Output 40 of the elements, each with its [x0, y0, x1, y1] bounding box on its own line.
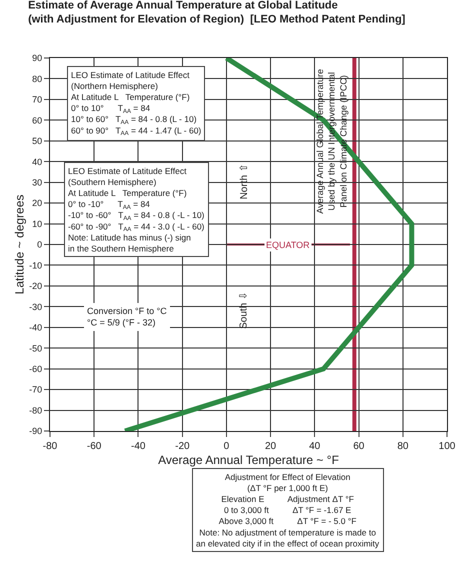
- y-tick-label: -40: [29, 322, 42, 333]
- x-tick-label: -60: [86, 441, 102, 452]
- x-axis-title: Average Annual Temperature ~ °F: [158, 452, 339, 467]
- y-tick-label: -20: [29, 281, 42, 292]
- y-tick-label: 70: [32, 94, 42, 105]
- text: LEO Estimate of Latitude Effect (Southern Hemisphere) At Latitude L Temperature (°F) 0° to -10° T$_{AA}$ = 84 -10° to -60° T$_{AA}$ = 84 - 0.8 ( -L - 10) -60° to -90° T$_{AA}$ = 44 - 3.0 ( -L - 60) Note: Latitude has minus (-) sign in the Southern Hemisphere: [68, 166, 204, 254]
- y-tick-label: 30: [32, 177, 42, 188]
- y-tick-label: 60: [32, 115, 42, 126]
- y-tick-label: -80: [29, 405, 42, 416]
- ref-line-label: EQUATOR: [266, 240, 310, 250]
- y-tick-label: -50: [29, 343, 42, 354]
- y-tick-label: 50: [32, 136, 42, 146]
- text: Adjustment for Effect of Elevation (ΔT °F per 1,000 ft E) Elevation E Adjustment ΔT °F 0 to 3,000 ft ΔT °F = -1.67 E Above 3,000 ft ΔT °F = - 5.0 °F Note: No adjustment of temperature is made to an elevated city if in the effect of ocean proximity: [196, 472, 380, 548]
- y-tick-label: 40: [32, 156, 42, 167]
- x-tick-label: -40: [130, 441, 146, 452]
- y-tick-label: -10: [29, 260, 42, 270]
- annotation: North ⇧: [238, 164, 250, 200]
- y-axis-title: Latitude ~ degrees: [12, 194, 26, 294]
- x-tick-label: 100: [438, 441, 456, 452]
- x-tick-label: -20: [175, 441, 190, 452]
- y-tick-label: 20: [32, 198, 42, 208]
- x-tick-label: 20: [264, 441, 277, 452]
- y-tick-label: 0: [37, 240, 42, 250]
- y-tick-label: -90: [29, 426, 42, 436]
- y-tick-label: -70: [29, 384, 42, 395]
- y-tick-label: 10: [32, 218, 42, 229]
- x-tick-label: 0: [224, 441, 230, 452]
- annotation: South ⇩: [238, 292, 250, 329]
- x-tick-label: 80: [397, 441, 409, 452]
- chart-title: Estimate of Average Annual Temperature at Global Latitude (with Adjustment for Elevation of Region) [LEO Method Patent Pending]: [28, 0, 406, 26]
- annotation: Conversion °F to °C °C = 5/9 (°F - 32): [87, 306, 168, 328]
- x-tick-label: -80: [42, 441, 58, 452]
- y-tick-label: -60: [29, 364, 42, 374]
- text: LEO Estimate of Latitude Effect (Northern Hemisphere) At Latitude L Temperature (°F) 0° to 10° T$_{AA}$ = 84 10° to 60° T$_{AA}$ = 84 - 0.8 (L - 10) 60° to 90° T$_{AA}$ = 44 - 1.47 (L - 60): [71, 70, 202, 138]
- y-tick-label: 80: [32, 74, 42, 84]
- x-tick-label: 40: [309, 441, 321, 452]
- y-tick-label: 90: [32, 53, 42, 64]
- y-tick-label: -30: [29, 302, 42, 312]
- ref-line-label: Average Annual Global Temperature Used by the UN Intergovernmental Panel on Climate Change (IPCC): [314, 68, 348, 214]
- x-tick-label: 60: [353, 441, 365, 452]
